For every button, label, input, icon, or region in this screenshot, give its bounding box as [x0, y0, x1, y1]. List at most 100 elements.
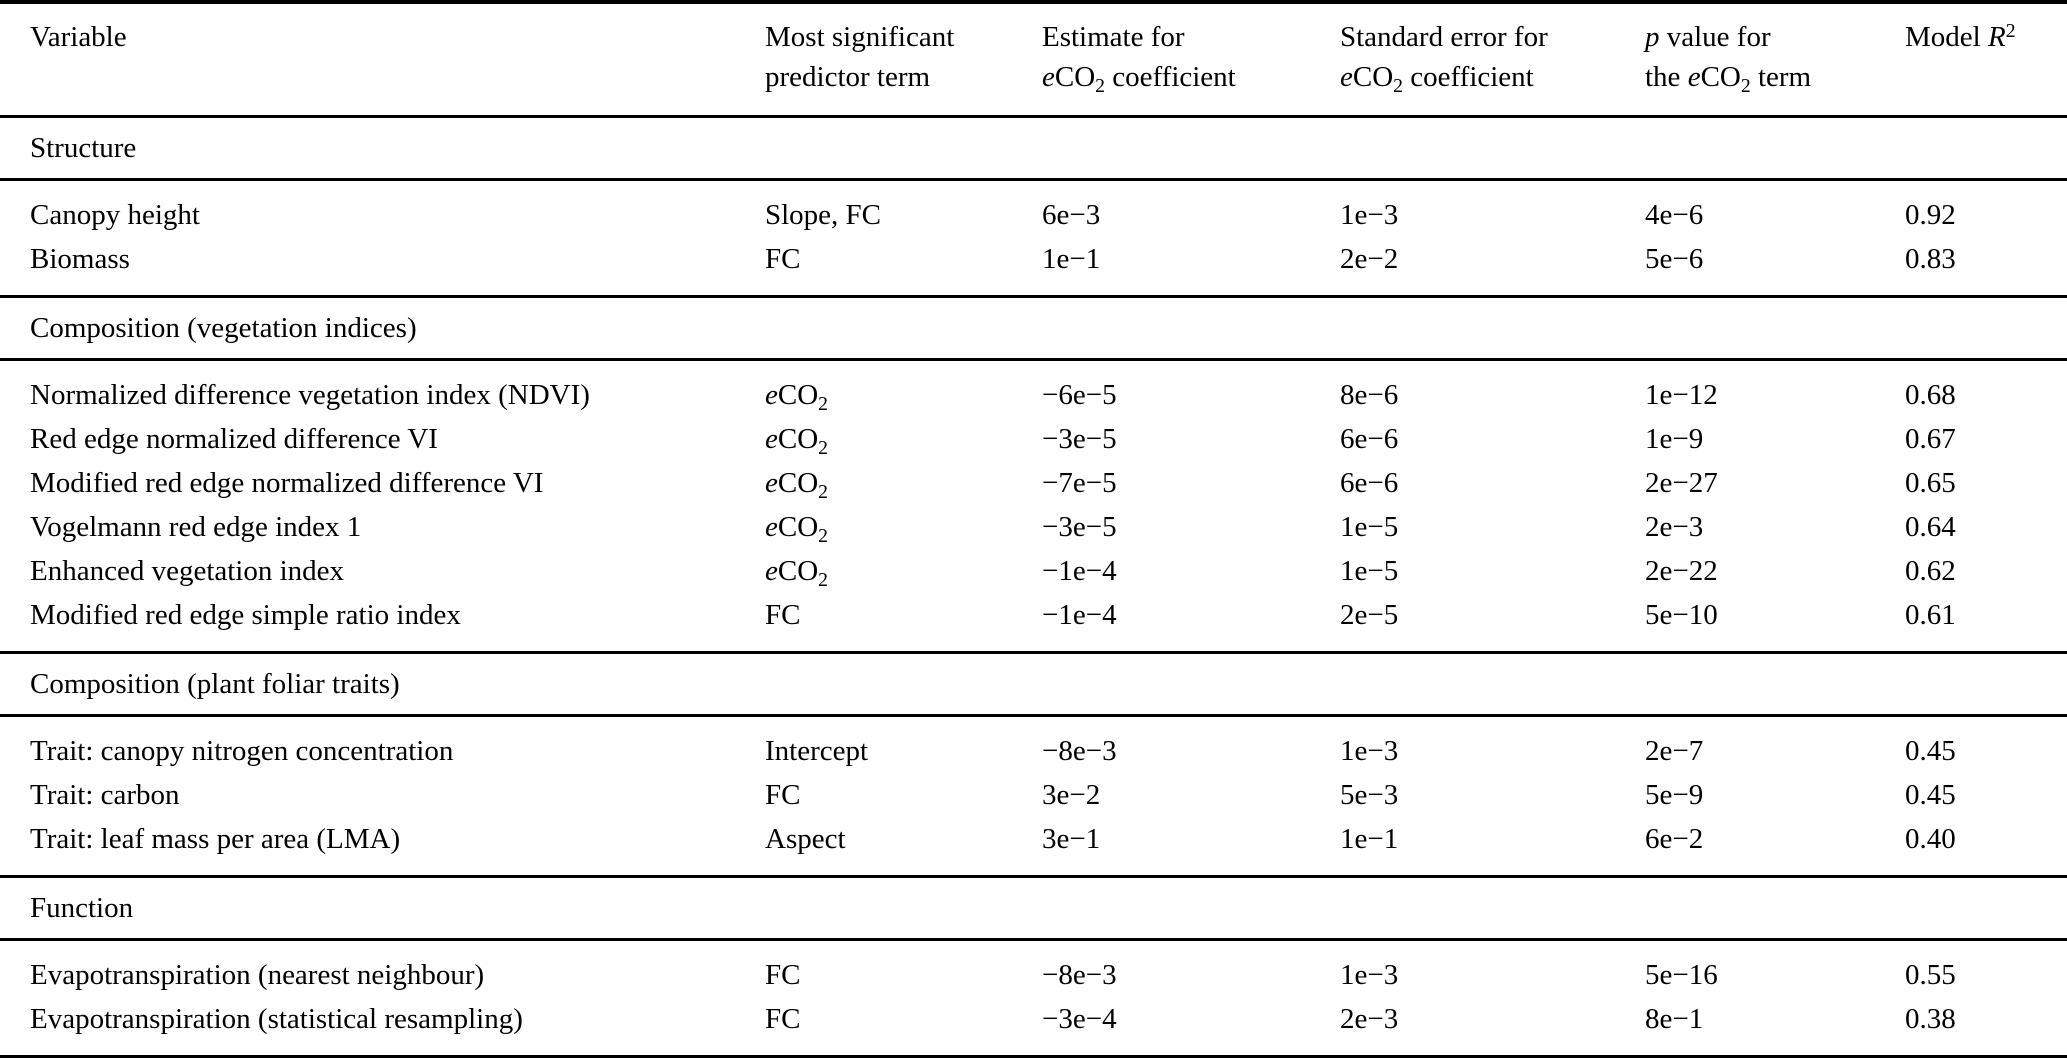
cell-std-error: 8e−6 — [1340, 379, 1399, 411]
cell-variable: Canopy height — [30, 199, 200, 231]
cell-p-value: 1e−9 — [1645, 423, 1704, 455]
cell-std-error: 1e−1 — [1340, 823, 1399, 855]
table-row: Trait: carbon FC 3e−2 5e−3 5e−9 0.45 — [0, 773, 2067, 817]
cell-estimate: −3e−5 — [1042, 423, 1117, 455]
cell-r2: 0.40 — [1905, 823, 1956, 855]
cell-p-value: 5e−6 — [1645, 243, 1704, 275]
section-title: Composition (plant foliar traits) — [30, 668, 400, 700]
cell-predictor: eCO2 — [765, 511, 829, 547]
section-header: Structure — [0, 115, 2067, 181]
cell-p-value: 2e−27 — [1645, 467, 1718, 499]
section-header: Function — [0, 875, 2067, 941]
cell-variable: Trait: leaf mass per area (LMA) — [30, 823, 401, 855]
column-header-estimate: Estimate for eCO2 coefficient — [1042, 21, 1236, 97]
cell-predictor: FC — [765, 779, 801, 811]
cell-p-value: 6e−2 — [1645, 823, 1704, 855]
cell-r2: 0.45 — [1905, 779, 1956, 811]
cell-std-error: 2e−3 — [1340, 1003, 1399, 1035]
cell-p-value: 1e−12 — [1645, 379, 1718, 411]
cell-r2: 0.83 — [1905, 243, 1956, 275]
cell-p-value: 8e−1 — [1645, 1003, 1704, 1035]
table-row: Evapotranspiration (nearest neighbour) FC… — [0, 953, 2067, 997]
cell-variable: Biomass — [30, 243, 130, 275]
cell-variable: Modified red edge simple ratio index — [30, 599, 461, 631]
section-header: Composition (vegetation indices) — [0, 295, 2067, 361]
column-header-predictor: Most significant predictor term — [765, 21, 955, 93]
cell-r2: 0.61 — [1905, 599, 1956, 631]
cell-predictor: Intercept — [765, 735, 869, 767]
cell-predictor: Slope, FC — [765, 199, 882, 231]
cell-r2: 0.45 — [1905, 735, 1956, 767]
cell-p-value: 2e−22 — [1645, 555, 1718, 587]
cell-std-error: 5e−3 — [1340, 779, 1399, 811]
cell-std-error: 1e−5 — [1340, 555, 1399, 587]
table-row: Red edge normalized difference VI eCO2 −3e… — [0, 417, 2067, 461]
cell-std-error: 1e−3 — [1340, 959, 1399, 991]
column-header-r2: Model R2 — [1905, 20, 2016, 53]
cell-variable: Vogelmann red edge index 1 — [30, 511, 362, 543]
cell-p-value: 5e−9 — [1645, 779, 1704, 811]
cell-std-error: 2e−2 — [1340, 243, 1399, 275]
cell-p-value: 4e−6 — [1645, 199, 1704, 231]
cell-r2: 0.92 — [1905, 199, 1956, 231]
cell-predictor: eCO2 — [765, 467, 829, 503]
table-header-row: Variable Most significant predictor term… — [0, 4, 2067, 115]
cell-r2: 0.62 — [1905, 555, 1956, 587]
bottom-rule — [0, 1055, 2067, 1059]
cell-std-error: 1e−3 — [1340, 199, 1399, 231]
cell-variable: Trait: canopy nitrogen concentration — [30, 735, 454, 767]
column-header-p-value: p value for the eCO2 term — [1645, 21, 1812, 97]
cell-r2: 0.67 — [1905, 423, 1956, 455]
cell-variable: Evapotranspiration (nearest neighbour) — [30, 959, 485, 991]
cell-variable: Modified red edge normalized difference … — [30, 467, 544, 499]
table-row: Vogelmann red edge index 1 eCO2 −3e−5 1e−5 2… — [0, 505, 2067, 549]
cell-estimate: −8e−3 — [1042, 735, 1117, 767]
cell-estimate: −3e−5 — [1042, 511, 1117, 543]
section-body: Canopy height Slope, FC 6e−3 1e−3 4e−6 0.92 Bi… — [0, 181, 2067, 295]
top-rule — [0, 0, 2067, 4]
cell-r2: 0.65 — [1905, 467, 1956, 499]
cell-std-error: 1e−3 — [1340, 735, 1399, 767]
cell-estimate: 3e−1 — [1042, 823, 1101, 855]
cell-p-value: 2e−7 — [1645, 735, 1704, 767]
cell-predictor: eCO2 — [765, 423, 829, 459]
cell-r2: 0.68 — [1905, 379, 1956, 411]
cell-r2: 0.55 — [1905, 959, 1956, 991]
cell-p-value: 5e−10 — [1645, 599, 1718, 631]
cell-predictor: eCO2 — [765, 555, 829, 591]
section-title: Composition (vegetation indices) — [30, 312, 417, 344]
section-body: Trait: canopy nitrogen concentration Inte… — [0, 717, 2067, 875]
cell-std-error: 6e−6 — [1340, 423, 1399, 455]
cell-estimate: 1e−1 — [1042, 243, 1101, 275]
column-header-std-error: Standard error for eCO2 coefficient — [1340, 21, 1548, 97]
cell-estimate: −1e−4 — [1042, 555, 1117, 587]
cell-r2: 0.38 — [1905, 1003, 1956, 1035]
cell-estimate: −7e−5 — [1042, 467, 1117, 499]
cell-p-value: 5e−16 — [1645, 959, 1718, 991]
cell-estimate: −8e−3 — [1042, 959, 1117, 991]
section-title: Structure — [30, 132, 137, 164]
cell-r2: 0.64 — [1905, 511, 1956, 543]
cell-predictor: Aspect — [765, 823, 846, 855]
cell-variable: Red edge normalized difference VI — [30, 423, 438, 455]
cell-std-error: 6e−6 — [1340, 467, 1399, 499]
table-row: Enhanced vegetation index eCO2 −1e−4 1e−5 2e… — [0, 549, 2067, 593]
cell-estimate: −1e−4 — [1042, 599, 1117, 631]
table-row: Normalized difference vegetation index (… — [0, 373, 2067, 417]
cell-variable: Evapotranspiration (statistical resampli… — [30, 1003, 523, 1035]
cell-p-value: 2e−3 — [1645, 511, 1704, 543]
cell-estimate: −6e−5 — [1042, 379, 1117, 411]
cell-predictor: FC — [765, 1003, 801, 1035]
cell-estimate: 6e−3 — [1042, 199, 1101, 231]
table-row: Trait: canopy nitrogen concentration Inte… — [0, 729, 2067, 773]
cell-predictor: FC — [765, 959, 801, 991]
table-row: Canopy height Slope, FC 6e−3 1e−3 4e−6 0.92 — [0, 193, 2067, 237]
cell-predictor: FC — [765, 243, 801, 275]
section-title: Function — [30, 892, 134, 924]
table-row: Evapotranspiration (statistical resampli… — [0, 997, 2067, 1041]
cell-estimate: 3e−2 — [1042, 779, 1101, 811]
section-body: Evapotranspiration (nearest neighbour) FC… — [0, 941, 2067, 1055]
cell-variable: Normalized difference vegetation index (… — [30, 379, 590, 411]
cell-predictor: FC — [765, 599, 801, 631]
